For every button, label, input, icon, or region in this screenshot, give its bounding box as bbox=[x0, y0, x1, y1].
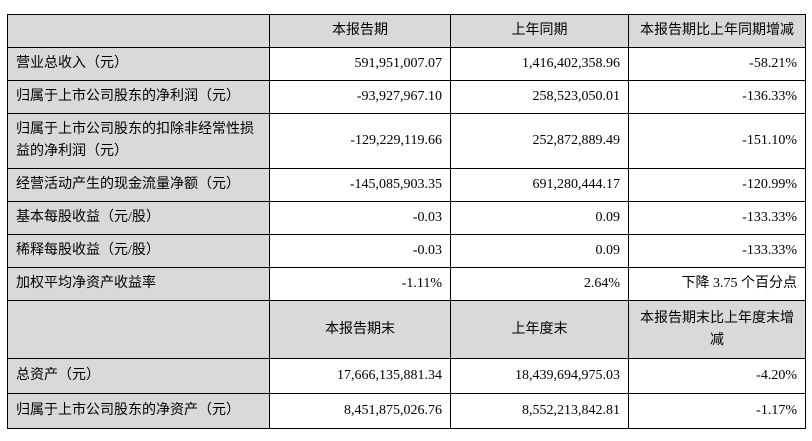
row-prior-value: 18,439,694,975.03 bbox=[450, 358, 629, 394]
header-current-period: 本报告期 bbox=[269, 14, 451, 48]
row-label: 基本每股收益（元/股） bbox=[7, 201, 270, 235]
row-label: 总资产（元） bbox=[7, 358, 270, 394]
row-prior-value: 1,416,402,358.96 bbox=[450, 47, 629, 81]
row-current-value: -93,927,967.10 bbox=[269, 80, 451, 114]
row-change-value: -136.33% bbox=[628, 80, 806, 114]
table-row-net-assets: 归属于上市公司股东的净资产（元） 8,451,875,026.76 8,552,… bbox=[7, 393, 806, 429]
table-row-net-profit-excl-nonrecurring: 归属于上市公司股东的扣除非经常性损益的净利润（元） -129,229,119.6… bbox=[7, 113, 806, 169]
financial-summary-table: 本报告期 上年同期 本报告期比上年同期增减 营业总收入（元） 591,951,0… bbox=[7, 14, 806, 429]
header-prior-period: 上年同期 bbox=[450, 14, 629, 48]
header-period-change: 本报告期比上年同期增减 bbox=[628, 14, 806, 48]
table-row-basic-eps: 基本每股收益（元/股） -0.03 0.09 -133.33% bbox=[7, 201, 806, 235]
row-change-value: -133.33% bbox=[628, 201, 806, 235]
row-label: 归属于上市公司股东的扣除非经常性损益的净利润（元） bbox=[7, 113, 270, 169]
row-prior-value: 0.09 bbox=[450, 234, 629, 268]
row-change-value: -4.20% bbox=[628, 358, 806, 394]
table-row-net-profit: 归属于上市公司股东的净利润（元） -93,927,967.10 258,523,… bbox=[7, 80, 806, 114]
header-prior-year-end: 上年度末 bbox=[450, 300, 629, 359]
row-current-value: -145,085,903.35 bbox=[269, 168, 451, 202]
row-current-value: 591,951,007.07 bbox=[269, 47, 451, 81]
row-prior-value: 2.64% bbox=[450, 267, 629, 301]
header-row-period-end: 本报告期末 上年度末 本报告期末比上年度末增减 bbox=[7, 300, 806, 359]
row-change-value: -120.99% bbox=[628, 168, 806, 202]
row-change-value: -58.21% bbox=[628, 47, 806, 81]
header-period-end-change: 本报告期末比上年度末增减 bbox=[628, 300, 806, 359]
header-row-period: 本报告期 上年同期 本报告期比上年同期增减 bbox=[7, 14, 806, 48]
table-row-operating-cash-flow: 经营活动产生的现金流量净额（元） -145,085,903.35 691,280… bbox=[7, 168, 806, 202]
table-row-weighted-avg-roe: 加权平均净资产收益率 -1.11% 2.64% 下降 3.75 个百分点 bbox=[7, 267, 806, 301]
row-label: 经营活动产生的现金流量净额（元） bbox=[7, 168, 270, 202]
row-current-value: -0.03 bbox=[269, 234, 451, 268]
row-prior-value: 258,523,050.01 bbox=[450, 80, 629, 114]
row-current-value: -1.11% bbox=[269, 267, 451, 301]
header-current-period-end: 本报告期末 bbox=[269, 300, 451, 359]
row-change-value: -133.33% bbox=[628, 234, 806, 268]
row-label: 加权平均净资产收益率 bbox=[7, 267, 270, 301]
table-row-total-assets: 总资产（元） 17,666,135,881.34 18,439,694,975.… bbox=[7, 358, 806, 394]
row-change-value: -1.17% bbox=[628, 393, 806, 429]
table-row-total-revenue: 营业总收入（元） 591,951,007.07 1,416,402,358.96… bbox=[7, 47, 806, 81]
row-change-value: -151.10% bbox=[628, 113, 806, 169]
header-empty-cell bbox=[7, 300, 270, 359]
row-change-value: 下降 3.75 个百分点 bbox=[628, 267, 806, 301]
table-row-diluted-eps: 稀释每股收益（元/股） -0.03 0.09 -133.33% bbox=[7, 234, 806, 268]
row-current-value: -129,229,119.66 bbox=[269, 113, 451, 169]
header-empty-cell bbox=[7, 14, 270, 48]
row-current-value: 8,451,875,026.76 bbox=[269, 393, 451, 429]
row-prior-value: 691,280,444.17 bbox=[450, 168, 629, 202]
row-prior-value: 252,872,889.49 bbox=[450, 113, 629, 169]
row-current-value: 17,666,135,881.34 bbox=[269, 358, 451, 394]
row-label: 稀释每股收益（元/股） bbox=[7, 234, 270, 268]
row-current-value: -0.03 bbox=[269, 201, 451, 235]
row-label: 营业总收入（元） bbox=[7, 47, 270, 81]
row-prior-value: 8,552,213,842.81 bbox=[450, 393, 629, 429]
row-prior-value: 0.09 bbox=[450, 201, 629, 235]
row-label: 归属于上市公司股东的净利润（元） bbox=[7, 80, 270, 114]
row-label: 归属于上市公司股东的净资产（元） bbox=[7, 393, 270, 429]
